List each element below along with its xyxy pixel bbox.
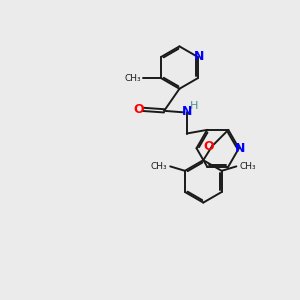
Text: N: N: [182, 105, 192, 118]
Text: N: N: [194, 50, 205, 64]
Text: CH₃: CH₃: [124, 74, 141, 83]
Text: O: O: [133, 103, 144, 116]
Text: H: H: [190, 101, 199, 111]
Text: CH₃: CH₃: [239, 162, 256, 171]
Text: O: O: [203, 140, 214, 153]
Text: N: N: [235, 142, 246, 155]
Text: CH₃: CH₃: [151, 162, 167, 171]
